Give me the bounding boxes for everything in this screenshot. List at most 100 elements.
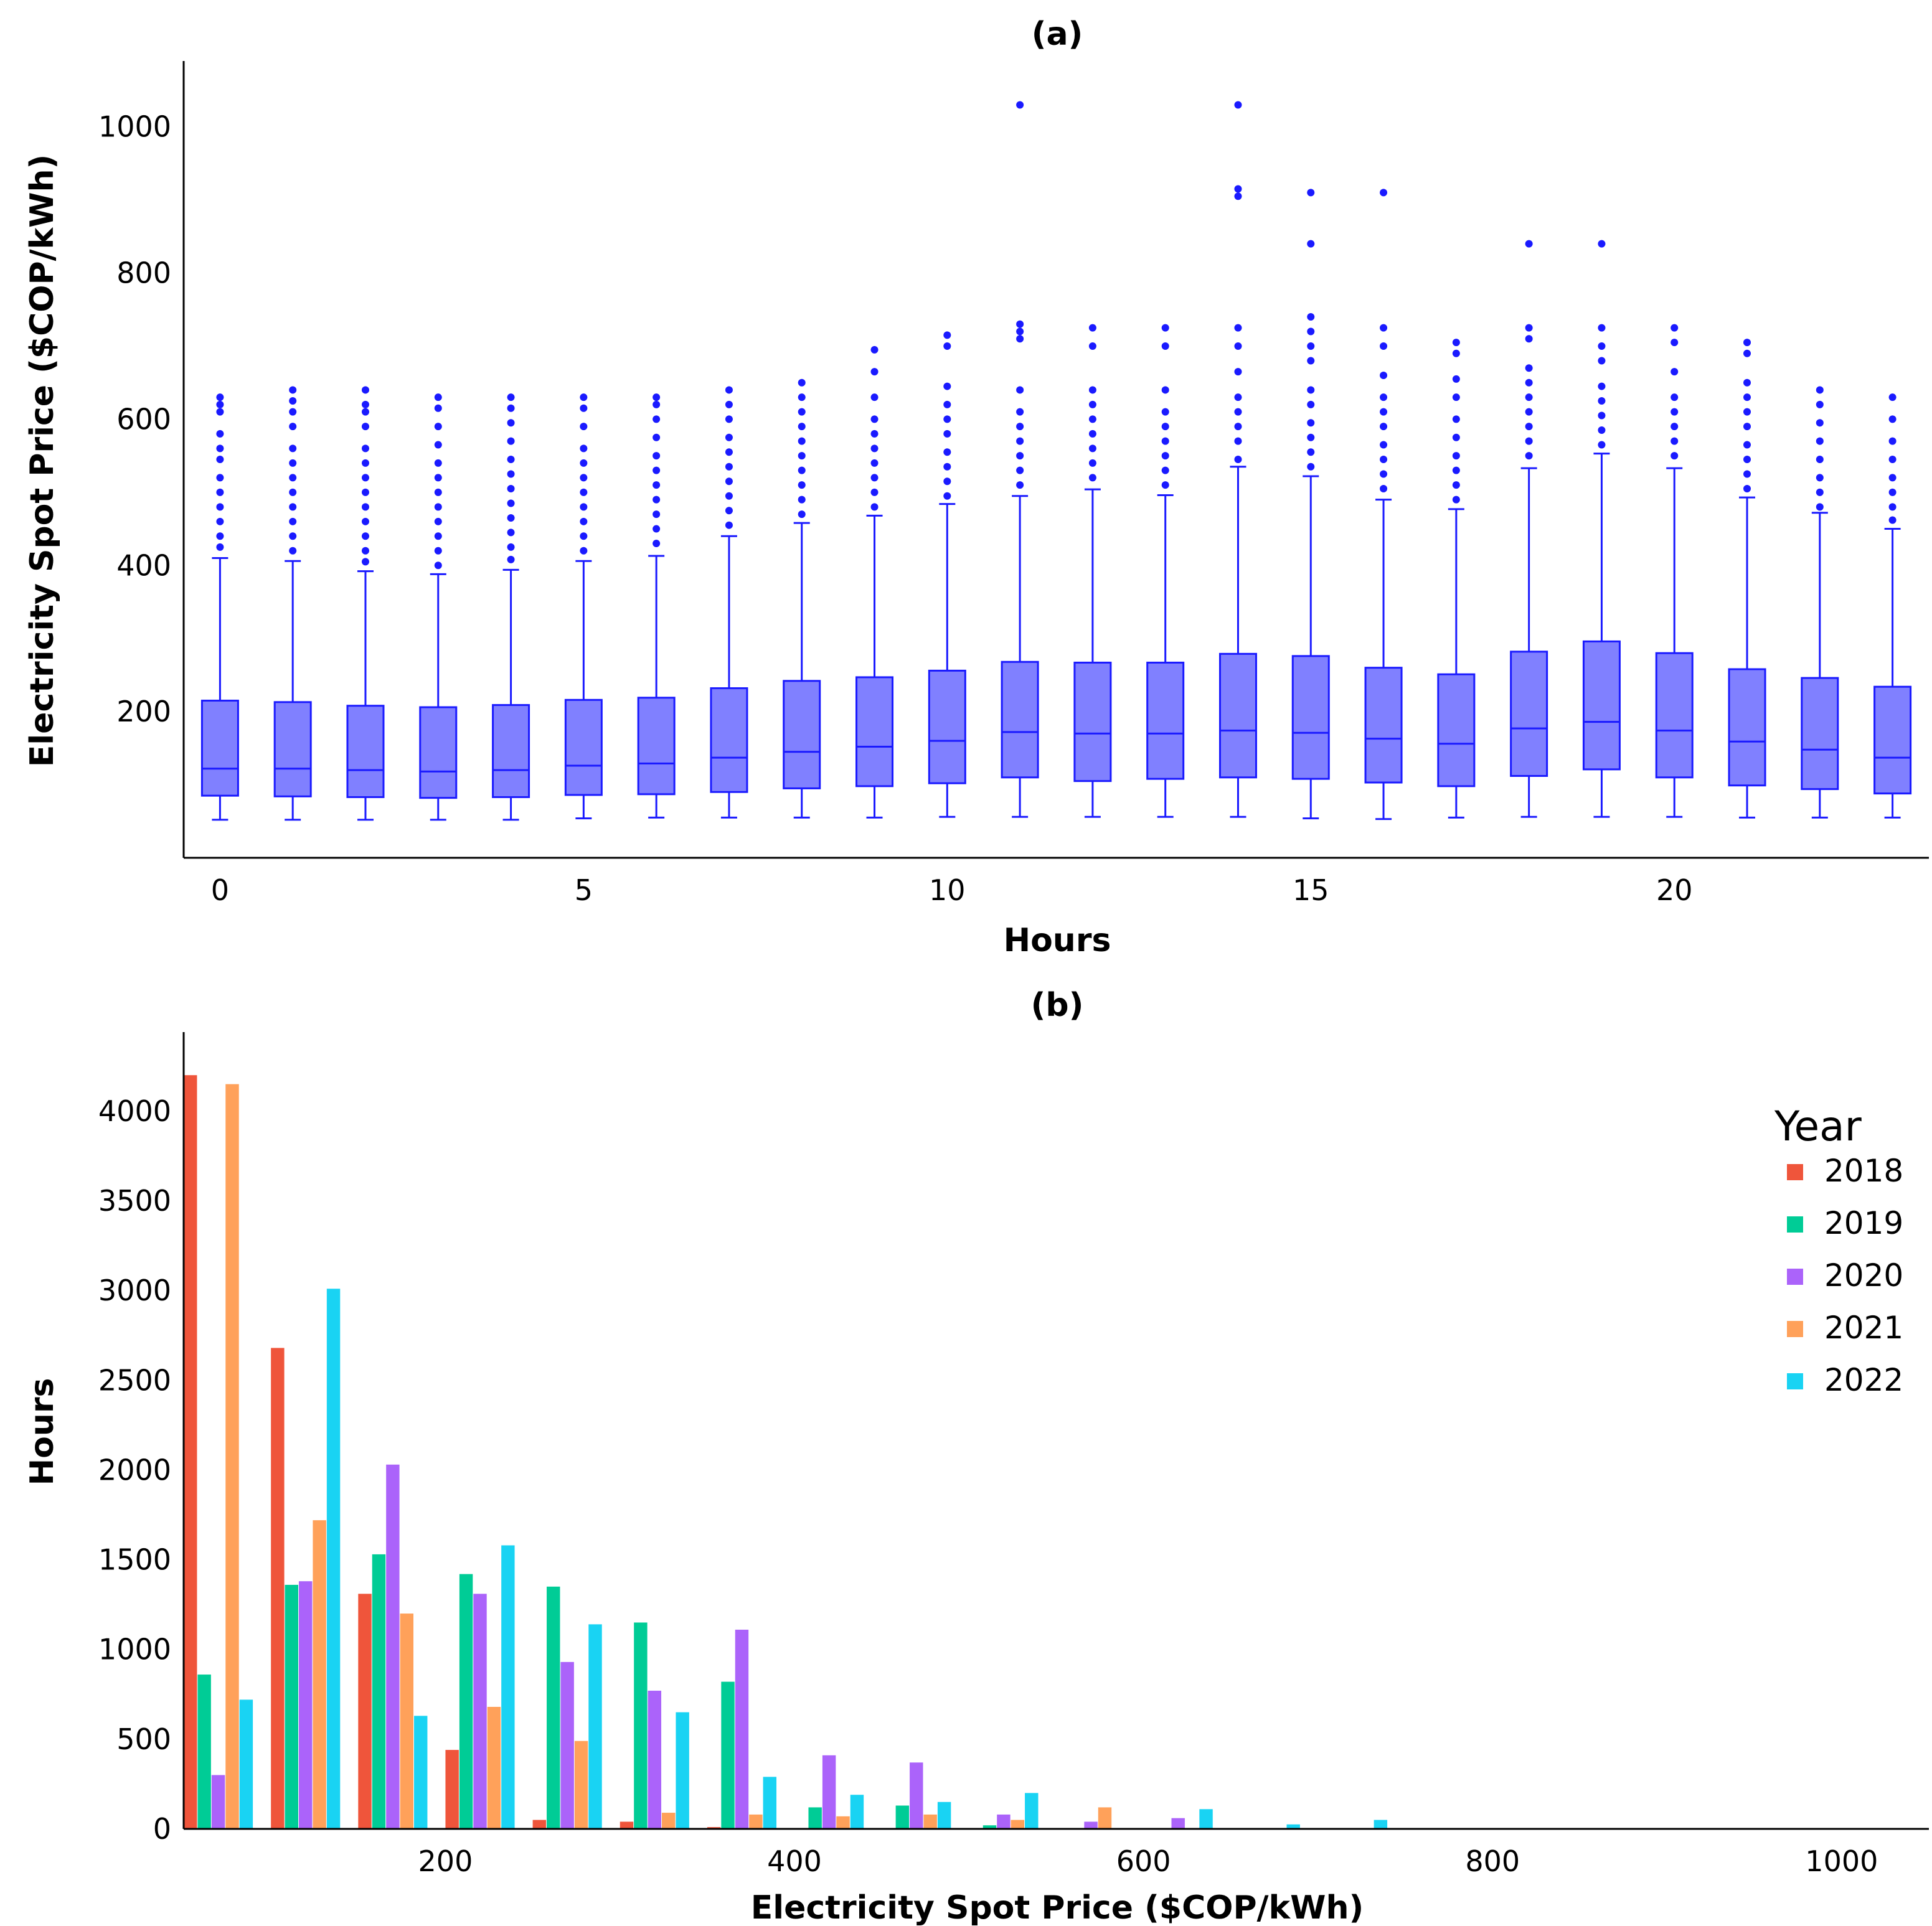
series-2019 bbox=[197, 1554, 997, 1829]
outlier-point bbox=[725, 433, 733, 441]
y-tick-label: 600 bbox=[116, 402, 171, 436]
outlier-point bbox=[1888, 415, 1897, 423]
outlier-point bbox=[1816, 419, 1824, 427]
outlier-point bbox=[216, 444, 224, 453]
bar bbox=[910, 1762, 923, 1829]
outlier-point bbox=[1743, 423, 1751, 431]
outlier-point bbox=[1234, 437, 1242, 445]
outlier-point bbox=[289, 503, 297, 511]
iqr-box bbox=[419, 706, 458, 799]
bar bbox=[386, 1464, 400, 1829]
outlier-point bbox=[1307, 240, 1315, 248]
outlier-point bbox=[1016, 327, 1024, 336]
outlier-point bbox=[216, 474, 224, 482]
outlier-point bbox=[1743, 378, 1751, 387]
outlier-point bbox=[1234, 192, 1242, 200]
legend-swatch bbox=[1787, 1321, 1803, 1337]
outlier-point bbox=[1307, 357, 1315, 365]
outlier-point bbox=[1452, 349, 1460, 357]
outlier-point bbox=[1088, 430, 1096, 438]
box-hour-4 bbox=[492, 393, 530, 821]
outlier-point bbox=[434, 404, 442, 412]
legend-swatch bbox=[1787, 1216, 1803, 1233]
outlier-point bbox=[1452, 466, 1460, 474]
outlier-point bbox=[216, 532, 224, 540]
outlier-point bbox=[798, 378, 806, 387]
box-hour-8 bbox=[783, 378, 821, 819]
outlier-point bbox=[943, 342, 951, 350]
outlier-point bbox=[1525, 240, 1533, 248]
outlier-point bbox=[1888, 503, 1897, 511]
outlier-point bbox=[1161, 423, 1169, 431]
outlier-point bbox=[1380, 484, 1388, 492]
outlier-point bbox=[1380, 441, 1388, 449]
outlier-point bbox=[1161, 342, 1169, 350]
outlier-point bbox=[507, 456, 515, 463]
outlier-point bbox=[216, 400, 224, 408]
bar bbox=[1286, 1824, 1300, 1829]
outlier-point bbox=[1598, 342, 1606, 350]
iqr-box bbox=[1801, 677, 1839, 791]
outlier-point bbox=[1888, 437, 1897, 445]
outlier-point bbox=[580, 423, 588, 431]
outlier-point bbox=[361, 503, 369, 511]
outlier-point bbox=[1525, 452, 1533, 460]
outlier-point bbox=[434, 441, 442, 449]
box-hour-7 bbox=[710, 386, 748, 819]
outlier-point bbox=[1016, 437, 1024, 445]
outlier-point bbox=[1234, 368, 1242, 376]
outlier-point bbox=[725, 463, 733, 471]
outlier-point bbox=[216, 503, 224, 511]
outlier-point bbox=[1670, 393, 1679, 402]
box-hour-16 bbox=[1364, 189, 1403, 820]
y-tick-label: 4000 bbox=[98, 1094, 171, 1128]
outlier-point bbox=[1598, 357, 1606, 365]
histogram-panel: (b) 200 400 600 800 1000 0 500 1000 1500 2000 250… bbox=[24, 987, 1929, 1926]
panel-a-title: (a) bbox=[1032, 16, 1083, 53]
outlier-point bbox=[1598, 382, 1606, 390]
outlier-point bbox=[1016, 481, 1024, 489]
outlier-point bbox=[1743, 408, 1751, 416]
outlier-point bbox=[361, 408, 369, 416]
outlier-point bbox=[434, 423, 442, 431]
outlier-point bbox=[1452, 452, 1460, 460]
x-tick-label: 0 bbox=[211, 873, 229, 907]
legend-swatch bbox=[1787, 1373, 1803, 1389]
box-hour-5 bbox=[564, 393, 603, 820]
bar bbox=[285, 1584, 298, 1829]
outlier-point bbox=[798, 452, 806, 460]
panel-a-x-axis-title: Hours bbox=[1004, 922, 1111, 959]
outlier-point bbox=[434, 488, 442, 496]
box-hour-10 bbox=[928, 331, 966, 818]
bar bbox=[445, 1750, 459, 1829]
series-2018 bbox=[184, 1075, 721, 1829]
bar bbox=[997, 1814, 1011, 1829]
outlier-point bbox=[725, 448, 733, 456]
bar bbox=[735, 1630, 749, 1829]
outlier-point bbox=[1161, 452, 1169, 460]
outlier-point bbox=[580, 532, 588, 540]
y-tick-label: 500 bbox=[116, 1722, 171, 1756]
outlier-point bbox=[653, 415, 661, 423]
outlier-point bbox=[1016, 452, 1024, 460]
outlier-point bbox=[943, 415, 951, 423]
outlier-point bbox=[653, 540, 661, 548]
panel-b-x-ticks: 200 400 600 800 1000 bbox=[418, 1844, 1878, 1878]
box-plot-boxes bbox=[200, 101, 1912, 821]
outlier-point bbox=[1307, 400, 1315, 408]
box-hour-6 bbox=[637, 393, 676, 819]
outlier-point bbox=[434, 517, 442, 525]
box-plot-panel: (a) 0 5 10 15 20 200 400 600 800 1000 Hours Elec… bbox=[24, 16, 1929, 959]
outlier-point bbox=[1380, 371, 1388, 379]
outlier-point bbox=[361, 444, 369, 453]
outlier-point bbox=[1452, 481, 1460, 489]
outlier-point bbox=[1670, 368, 1679, 376]
outlier-point bbox=[580, 474, 588, 482]
outlier-point bbox=[1307, 313, 1315, 321]
outlier-point bbox=[580, 488, 588, 496]
iqr-box bbox=[1218, 652, 1257, 779]
box-hour-2 bbox=[346, 386, 385, 821]
outlier-point bbox=[1380, 342, 1388, 350]
outlier-point bbox=[289, 397, 297, 405]
outlier-point bbox=[1234, 408, 1242, 416]
